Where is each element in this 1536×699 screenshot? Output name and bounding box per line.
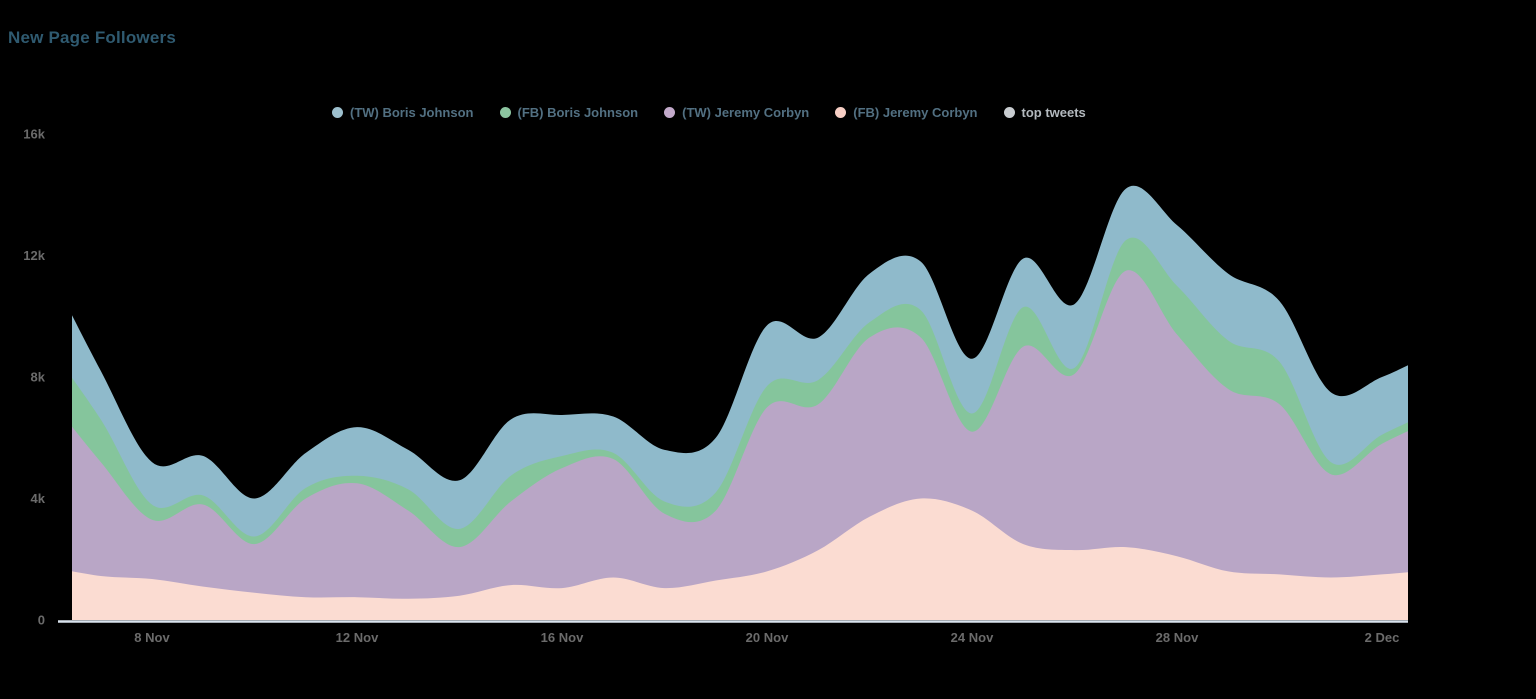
y-tick-label: 12k — [23, 248, 45, 263]
x-tick-label: 12 Nov — [336, 630, 379, 645]
area--fb-jeremy-corbyn — [72, 498, 1408, 620]
page-title: New Page Followers — [8, 28, 176, 47]
x-tick-label: 24 Nov — [951, 630, 994, 645]
plot-area — [72, 186, 1408, 620]
x-tick-label: 8 Nov — [134, 630, 170, 645]
legend-label: (TW) Boris Johnson — [350, 105, 474, 120]
legend-item-tw-boris-johnson[interactable]: (TW) Boris Johnson — [332, 105, 474, 120]
legend-dot-icon — [332, 107, 343, 118]
legend-dot-icon — [835, 107, 847, 118]
chart-legend: (TW) Boris Johnson (FB) Boris Johnson (T… — [332, 105, 1086, 120]
x-tick-label: 16 Nov — [541, 630, 584, 645]
legend-item-tw-jeremy-corbyn[interactable]: (TW) Jeremy Corbyn — [664, 105, 809, 120]
legend-label: top tweets — [1021, 105, 1086, 120]
legend-dot-icon — [499, 107, 511, 118]
legend-item-top-tweets[interactable]: top tweets — [1003, 105, 1086, 120]
legend-dot-icon — [664, 107, 676, 118]
legend-label: (FB) Jeremy Corbyn — [853, 105, 978, 120]
legend-item-fb-boris-johnson[interactable]: (FB) Boris Johnson — [499, 105, 639, 120]
area--tw-jeremy-corbyn — [72, 270, 1408, 620]
y-tick-label: 8k — [31, 370, 46, 385]
x-tick-label: 28 Nov — [1156, 630, 1199, 645]
y-tick-label: 16k — [23, 127, 45, 142]
legend-item-fb-jeremy-corbyn[interactable]: (FB) Jeremy Corbyn — [835, 105, 978, 120]
legend-dot-icon — [1003, 107, 1015, 118]
legend-label: (FB) Boris Johnson — [517, 105, 639, 120]
x-tick-label: 20 Nov — [746, 630, 789, 645]
x-tick-label: 2 Dec — [1365, 630, 1400, 645]
legend-label: (TW) Jeremy Corbyn — [682, 105, 810, 120]
y-tick-label: 4k — [31, 491, 46, 506]
y-tick-label: 0 — [38, 613, 45, 628]
